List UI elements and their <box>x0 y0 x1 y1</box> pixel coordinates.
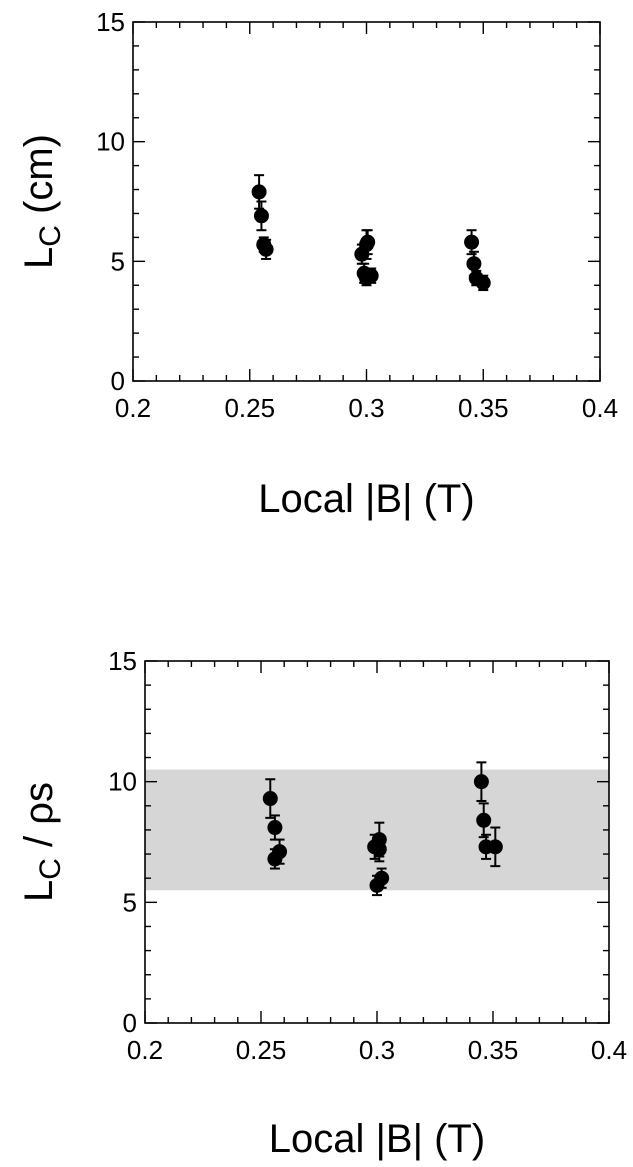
data-point <box>371 841 387 857</box>
y-tick-label: 5 <box>123 887 137 917</box>
x-tick-label: 0.2 <box>127 1035 163 1065</box>
data-point <box>374 870 390 886</box>
data-point <box>360 234 376 250</box>
data-point <box>267 820 283 836</box>
x-tick-label: 0.4 <box>591 1035 627 1065</box>
data-point <box>464 234 480 250</box>
plot-frame <box>144 660 610 1024</box>
x-tick-label: 0.25 <box>236 1035 287 1065</box>
data-point <box>253 208 269 224</box>
y-axis-label: LC (cm) <box>17 134 67 269</box>
y-tick-label: 5 <box>111 246 125 276</box>
y-tick-label: 10 <box>96 127 125 157</box>
y-tick-label: 0 <box>123 1008 137 1038</box>
data-point <box>487 839 503 855</box>
x-tick-label: 0.3 <box>348 393 384 423</box>
y-tick-label: 10 <box>108 767 137 797</box>
x-tick-label: 0.35 <box>468 1035 519 1065</box>
x-axis-label: Local |B| (T) <box>258 477 474 521</box>
plot-frame <box>132 21 601 382</box>
data-point <box>473 774 489 790</box>
y-tick-label: 15 <box>96 7 125 37</box>
data-point <box>251 184 267 200</box>
x-tick-label: 0.4 <box>582 393 618 423</box>
data-point <box>476 812 492 828</box>
x-axis-label: Local |B| (T) <box>269 1117 485 1161</box>
y-axis-label: LC / ρs <box>17 782 67 902</box>
data-point <box>466 256 482 272</box>
x-tick-label: 0.25 <box>224 393 275 423</box>
data-point <box>258 241 274 257</box>
data-point <box>475 275 491 291</box>
x-tick-label: 0.35 <box>458 393 509 423</box>
data-point <box>272 844 288 860</box>
x-tick-label: 0.2 <box>115 393 151 423</box>
data-point <box>262 791 278 807</box>
shaded-band <box>145 769 609 891</box>
y-tick-label: 0 <box>111 366 125 396</box>
data-point <box>363 268 379 284</box>
y-tick-label: 15 <box>108 646 137 676</box>
top-chart: 0.2 0.25 0.3 0.35 0.4 0 5 10 15 Local |B| (T) LC (… <box>17 7 618 521</box>
bottom-chart: 0.2 0.25 0.3 0.35 0.4 0 5 10 15 Local |B| (T) LC /… <box>17 646 627 1161</box>
x-tick-label: 0.3 <box>359 1035 395 1065</box>
